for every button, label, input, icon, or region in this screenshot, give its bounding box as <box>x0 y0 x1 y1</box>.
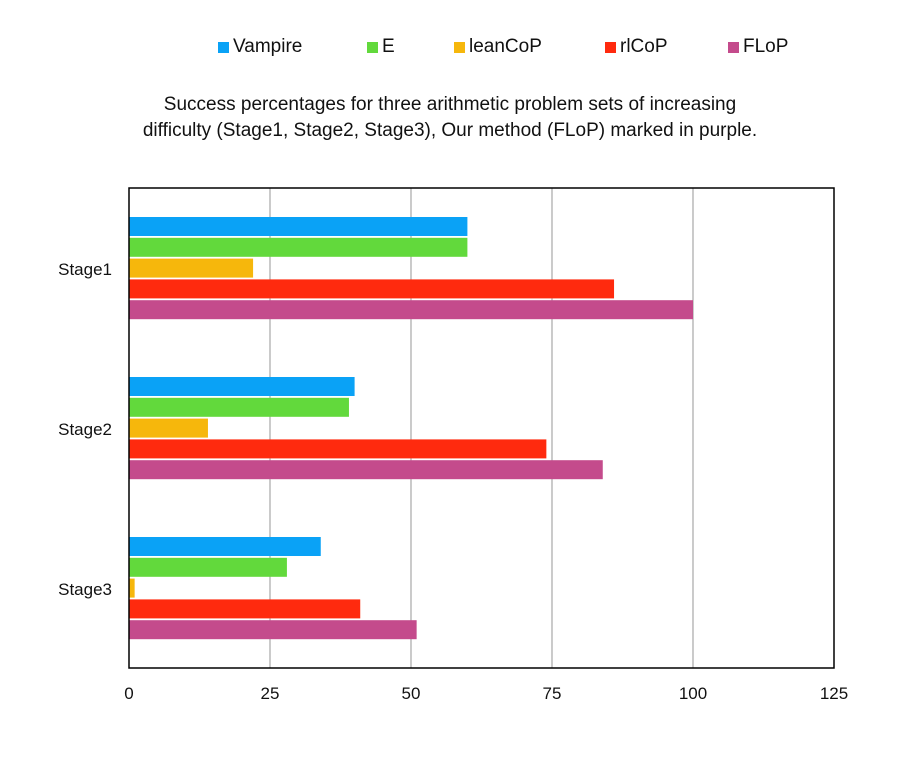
chart-title: Success percentages for three arithmetic… <box>100 92 800 144</box>
legend-swatch-leancop <box>454 41 465 53</box>
chart-title-line-2: difficulty (Stage1, Stage2, Stage3), Our… <box>142 120 758 141</box>
legend-swatch-vampire <box>218 41 229 53</box>
legend-item-e: E <box>367 36 395 58</box>
x-tick-label-125: 125 <box>820 684 848 703</box>
category-label-stage2: Stage2 <box>58 420 112 439</box>
bar-stage3-vampire <box>129 537 321 556</box>
x-tick-label-100: 100 <box>679 684 707 703</box>
plot-frame <box>128 187 835 669</box>
legend-label-rlcop: rlCoP <box>620 36 668 57</box>
x-tick-label-25: 25 <box>261 684 280 703</box>
legend-label-leancop: leanCoP <box>469 36 542 57</box>
category-label-stage1: Stage1 <box>58 260 112 279</box>
bar-stage3-flop <box>129 620 417 640</box>
bar-stage1-vampire <box>129 217 468 236</box>
bar-stage2-e <box>129 397 349 417</box>
legend-item-rlcop: rlCoP <box>605 36 668 58</box>
legend-item-vampire: Vampire <box>218 36 302 58</box>
x-tick-label-75: 75 <box>543 684 562 703</box>
legend-swatch-rlcop <box>605 41 616 53</box>
bar-stage2-vampire <box>129 377 355 396</box>
bar-stage3-leancop <box>129 578 135 598</box>
x-tick-label-0: 0 <box>124 684 133 703</box>
legend-item-flop: FLoP <box>728 36 788 58</box>
chart-title-line-1: Success percentages for three arithmetic… <box>163 94 737 115</box>
category-label-stage3: Stage3 <box>58 580 112 599</box>
bar-stage3-e <box>129 557 287 577</box>
bar-stage1-rlcop <box>129 279 615 299</box>
bar-stage2-flop <box>129 460 603 480</box>
bar-stage1-flop <box>129 300 693 320</box>
x-tick-label-50: 50 <box>402 684 421 703</box>
legend-item-leancop: leanCoP <box>454 36 542 58</box>
legend-label-flop: FLoP <box>743 36 789 57</box>
bar-stage1-e <box>129 237 468 257</box>
bar-stage2-leancop <box>129 418 208 438</box>
bar-stage1-leancop <box>129 258 254 278</box>
legend-swatch-e <box>367 41 378 53</box>
legend-label-e: E <box>382 36 395 57</box>
bar-stage3-rlcop <box>129 599 361 619</box>
legend-swatch-flop <box>728 41 739 53</box>
bar-stage2-rlcop <box>129 439 547 459</box>
legend-label-vampire: Vampire <box>233 36 303 57</box>
